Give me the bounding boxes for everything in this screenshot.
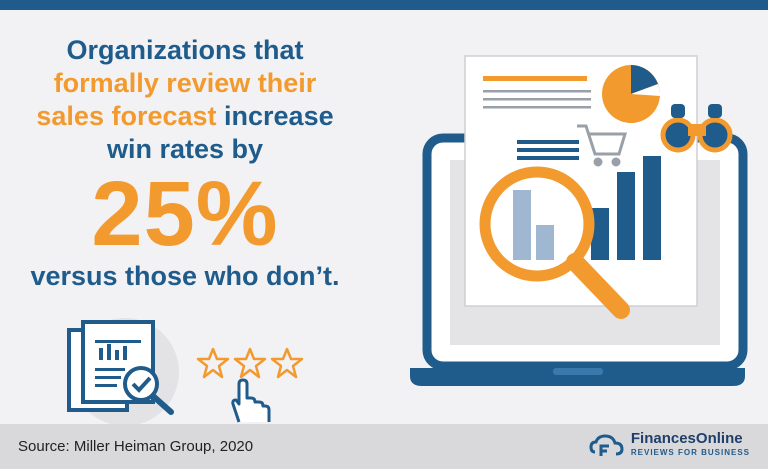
magnifier-icon	[479, 166, 630, 319]
pointer-hand-icon	[231, 378, 271, 423]
headline: Organizations that formally review their…	[12, 34, 358, 166]
binoculars-icon	[660, 104, 733, 153]
headline-line-2: formally review their	[53, 68, 317, 98]
footer-bar: Source: Miller Heiman Group, 2020 Financ…	[0, 424, 768, 469]
headline-line-3-accent: sales forecast	[36, 101, 217, 131]
star-rating	[196, 347, 304, 379]
brand-name: FinancesOnline	[630, 430, 743, 447]
headline-line-3-rest: increase	[216, 101, 334, 131]
shopping-cart-icon	[577, 124, 628, 167]
pie-chart-icon	[602, 65, 661, 123]
headline-line-1: Organizations that	[66, 35, 304, 65]
document-check-icon	[67, 318, 179, 426]
laptop-illustration	[410, 55, 748, 386]
star-icon	[196, 347, 230, 379]
headline-line-4: win rates by	[106, 134, 264, 164]
stat-value: 25%	[91, 163, 279, 265]
brand-tagline: REVIEWS FOR BUSINESS	[630, 448, 750, 457]
source-citation: Source: Miller Heiman Group, 2020	[18, 438, 254, 455]
subline: versus those who don’t.	[30, 261, 340, 291]
brand-logo-icon	[589, 434, 624, 456]
star-icon	[233, 347, 267, 379]
top-accent-bar	[0, 0, 768, 10]
headline-block: Organizations that formally review their…	[12, 34, 358, 292]
brand: FinancesOnline REVIEWS FOR BUSINESS	[589, 430, 750, 460]
bar-chart-icon	[513, 156, 661, 260]
star-icon	[270, 347, 304, 379]
